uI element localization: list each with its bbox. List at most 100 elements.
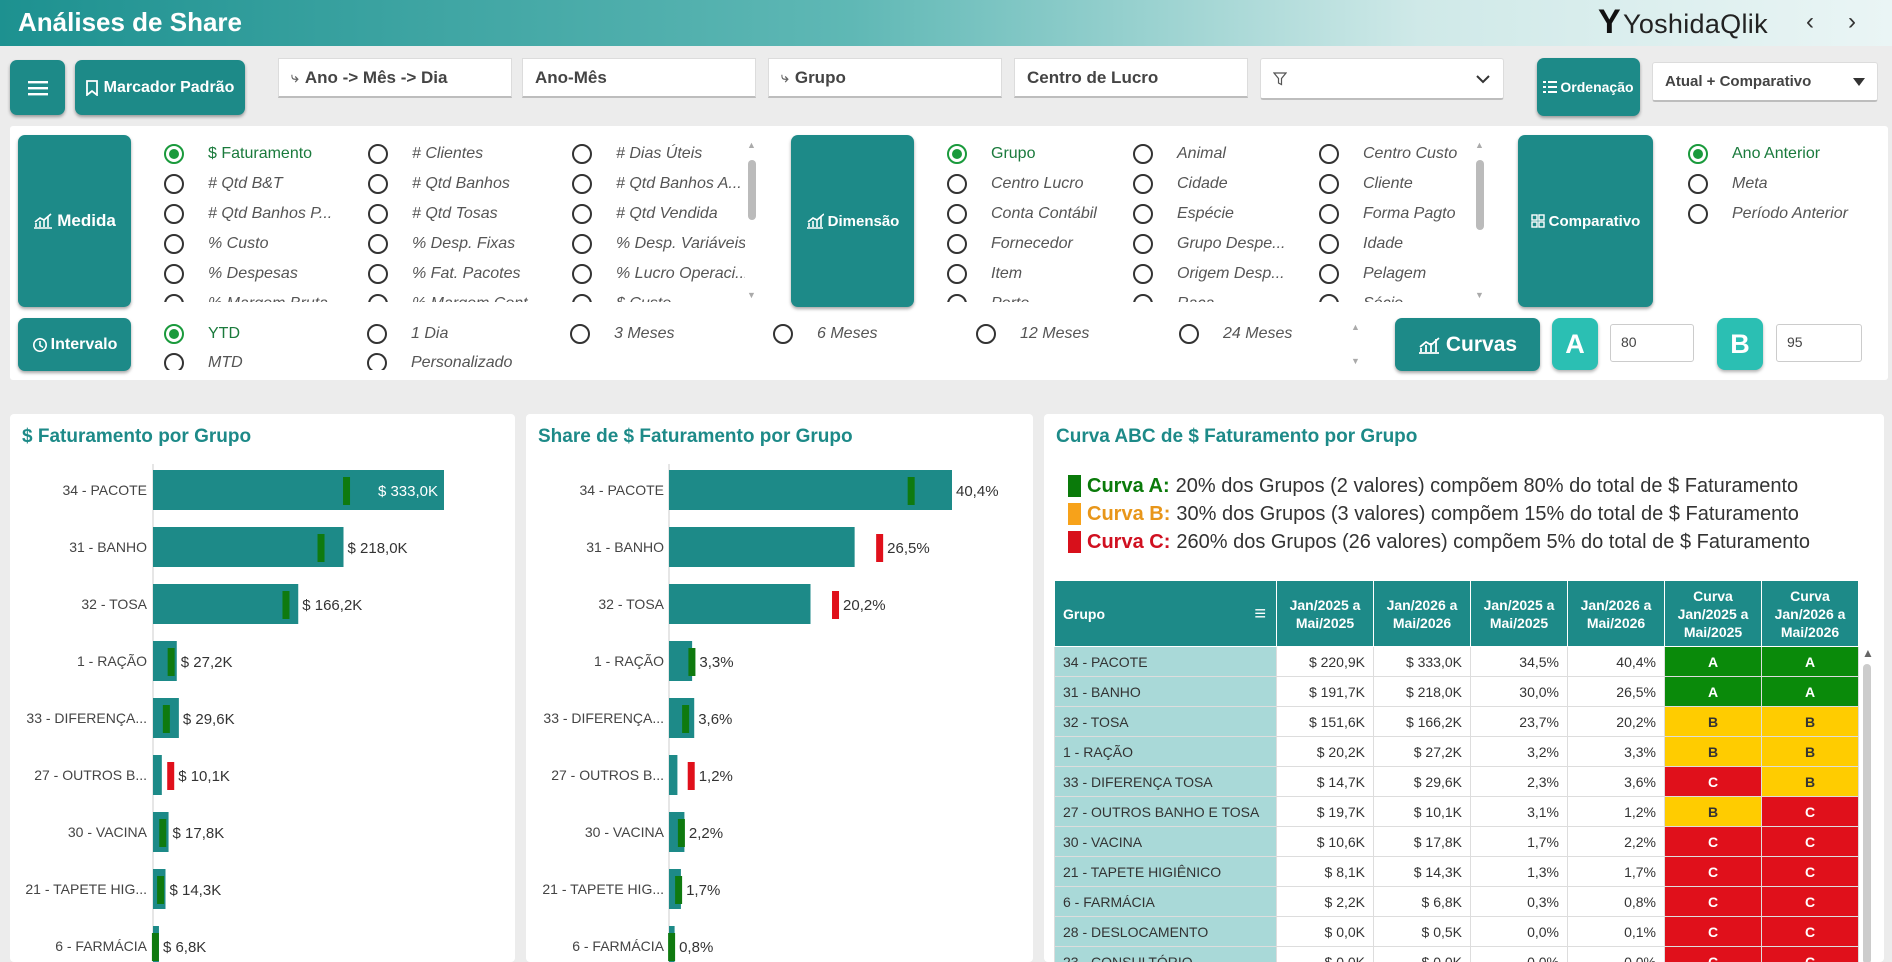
column-header[interactable]: Curva Jan/2026 a Mai/2026 xyxy=(1761,580,1859,647)
column-header[interactable]: Jan/2025 a Mai/2025 xyxy=(1276,580,1374,647)
radio-option[interactable]: % Lucro Operaci... xyxy=(572,264,745,284)
radio-option[interactable]: Item xyxy=(947,264,1022,284)
radio-option[interactable]: % Fat. Pacotes xyxy=(368,264,521,284)
dimension-button[interactable]: Dimensão xyxy=(791,135,914,307)
radio-option[interactable]: % Desp. Variáveis xyxy=(572,234,745,254)
radio-option[interactable]: Raça xyxy=(1133,294,1214,302)
radio-option[interactable]: # Qtd Tosas xyxy=(368,204,498,224)
radio-option[interactable]: Personalizado xyxy=(367,353,512,370)
column-header-group[interactable]: Grupo ≡ xyxy=(1054,580,1277,647)
filter-field-group[interactable]: ⤷ Grupo xyxy=(768,58,1002,98)
curve-a-threshold-input[interactable]: 80 xyxy=(1610,324,1694,362)
radio-option[interactable]: 6 Meses xyxy=(773,324,877,344)
measure-scrollbar[interactable]: ▲ ▼ xyxy=(747,140,756,300)
radio-option[interactable]: # Dias Úteis xyxy=(572,144,702,164)
bar[interactable] xyxy=(153,755,162,795)
filter-field-profit-center[interactable]: Centro de Lucro xyxy=(1014,58,1248,98)
table-row[interactable]: 31 - BANHO $ 191,7K $ 218,0K 30,0% 26,5% A A xyxy=(1054,676,1859,707)
bar[interactable] xyxy=(669,641,693,681)
interval-button[interactable]: Intervalo xyxy=(18,318,131,371)
radio-option[interactable]: # Qtd Banhos A... xyxy=(572,174,742,194)
radio-option[interactable]: 3 Meses xyxy=(570,324,674,344)
table-scrollbar[interactable]: ▲ xyxy=(1862,646,1874,962)
bar[interactable] xyxy=(669,755,678,795)
radio-option[interactable]: Espécie xyxy=(1133,204,1234,224)
radio-option[interactable]: % Despesas xyxy=(164,264,298,284)
curves-button[interactable]: Curvas xyxy=(1395,318,1540,371)
column-header[interactable]: Jan/2026 a Mai/2026 xyxy=(1373,580,1471,647)
bar[interactable] xyxy=(669,527,855,567)
radio-option[interactable]: Animal xyxy=(1133,144,1226,164)
radio-option[interactable]: Meta xyxy=(1688,174,1768,194)
table-row[interactable]: 23 - CONSULTÓRIO $ 0,0K $ 0,0K 0,0% 0,0% C C xyxy=(1054,946,1859,962)
bar[interactable] xyxy=(669,470,952,510)
radio-option[interactable]: % Margem Cont... xyxy=(368,294,541,302)
table-row[interactable]: 32 - TOSA $ 151,6K $ 166,2K 23,7% 20,2% B B xyxy=(1054,706,1859,737)
radio-option[interactable]: 1 Dia xyxy=(367,324,448,344)
radio-option[interactable]: # Qtd Banhos P... xyxy=(164,204,332,224)
radio-option[interactable]: Pelagem xyxy=(1319,264,1426,284)
radio-option[interactable]: Porte xyxy=(947,294,1029,302)
bookmark-button[interactable]: Marcador Padrão xyxy=(75,60,245,115)
radio-option[interactable]: Período Anterior xyxy=(1688,204,1848,224)
comparison-marker xyxy=(682,705,690,733)
radio-option[interactable]: Cidade xyxy=(1133,174,1228,194)
radio-option[interactable]: Centro Custo xyxy=(1319,144,1457,164)
radio-option[interactable]: # Clientes xyxy=(368,144,483,164)
radio-option[interactable]: $ Faturamento xyxy=(164,144,312,164)
radio-option[interactable]: # Qtd B&T xyxy=(164,174,283,194)
table-row[interactable]: 1 - RAÇÃO $ 20,2K $ 27,2K 3,2% 3,3% B B xyxy=(1054,736,1859,767)
radio-option[interactable]: # Qtd Vendida xyxy=(572,204,718,224)
table-row[interactable]: 21 - TAPETE HIGIÊNICO $ 8,1K $ 14,3K 1,3% 1,… xyxy=(1054,856,1859,887)
radio-option[interactable]: Forma Pagto xyxy=(1319,204,1455,224)
radio-option[interactable]: MTD xyxy=(164,353,243,370)
filter-field-year-month[interactable]: Ano-Mês xyxy=(522,58,756,98)
radio-option[interactable]: 24 Meses xyxy=(1179,324,1292,344)
table-row[interactable]: 27 - OUTROS BANHO E TOSA $ 19,7K $ 10,1K 3,… xyxy=(1054,796,1859,827)
radio-option[interactable]: Idade xyxy=(1319,234,1403,254)
sort-button[interactable]: Ordenação xyxy=(1537,58,1640,116)
radio-option[interactable]: Cliente xyxy=(1319,174,1413,194)
measure-button[interactable]: Medida xyxy=(18,135,131,307)
interval-scrollbar[interactable]: ▲ ▼ xyxy=(1351,322,1360,366)
radio-option[interactable]: 12 Meses xyxy=(976,324,1089,344)
radio-option[interactable]: $ Custo xyxy=(572,294,671,302)
previous-sheet-button[interactable]: ‹ xyxy=(1806,8,1814,35)
radio-option[interactable]: Centro Lucro xyxy=(947,174,1084,194)
filter-dropdown[interactable] xyxy=(1260,58,1504,100)
radio-option[interactable]: Conta Contábil xyxy=(947,204,1097,224)
table-row[interactable]: 33 - DIFERENÇA TOSA $ 14,7K $ 29,6K 2,3% 3,6… xyxy=(1054,766,1859,797)
radio-option[interactable]: % Custo xyxy=(164,234,268,254)
column-header[interactable]: Jan/2025 a Mai/2025 xyxy=(1470,580,1568,647)
bar[interactable] xyxy=(153,584,299,624)
radio-option[interactable]: % Margem Bruta xyxy=(164,294,328,302)
comparative-button[interactable]: Comparativo xyxy=(1518,135,1653,307)
radio-option[interactable]: # Qtd Banhos xyxy=(368,174,510,194)
bar[interactable] xyxy=(669,584,811,624)
radio-option[interactable]: Grupo Despe... xyxy=(1133,234,1286,254)
column-header[interactable]: Jan/2026 a Mai/2026 xyxy=(1567,580,1665,647)
radio-option[interactable]: Ano Anterior xyxy=(1688,144,1820,164)
radio-option[interactable]: Grupo xyxy=(947,144,1035,164)
table-row[interactable]: 34 - PACOTE $ 220,9K $ 333,0K 34,5% 40,4% A A xyxy=(1054,646,1859,677)
radio-option[interactable]: Sócio xyxy=(1319,294,1403,302)
bar[interactable] xyxy=(153,470,444,510)
radio-option[interactable]: YTD xyxy=(164,324,240,344)
table-row[interactable]: 28 - DESLOCAMENTO $ 0,0K $ 0,5K 0,0% 0,1% C C xyxy=(1054,916,1859,947)
menu-icon[interactable]: ≡ xyxy=(1254,602,1266,625)
dimension-scrollbar[interactable]: ▲ ▼ xyxy=(1475,140,1484,300)
column-header[interactable]: Curva Jan/2025 a Mai/2025 xyxy=(1664,580,1762,647)
next-sheet-button[interactable]: › xyxy=(1848,8,1856,35)
bar[interactable] xyxy=(153,527,344,567)
radio-option[interactable]: Origem Desp... xyxy=(1133,264,1285,284)
table-row[interactable]: 30 - VACINA $ 10,6K $ 17,8K 1,7% 2,2% C C xyxy=(1054,826,1859,857)
bar[interactable] xyxy=(669,869,681,909)
curve-b-threshold-input[interactable]: 95 xyxy=(1776,324,1862,362)
radio-option[interactable]: % Desp. Fixas xyxy=(368,234,515,254)
bar[interactable] xyxy=(669,698,695,738)
filter-field-date[interactable]: ⤷ Ano -> Mês -> Dia xyxy=(278,58,512,98)
menu-button[interactable] xyxy=(10,60,65,115)
table-row[interactable]: 6 - FARMÁCIA $ 2,2K $ 6,8K 0,3% 0,8% C C xyxy=(1054,886,1859,917)
view-mode-select[interactable]: Atual + Comparativo xyxy=(1652,62,1878,102)
radio-option[interactable]: Fornecedor xyxy=(947,234,1073,254)
